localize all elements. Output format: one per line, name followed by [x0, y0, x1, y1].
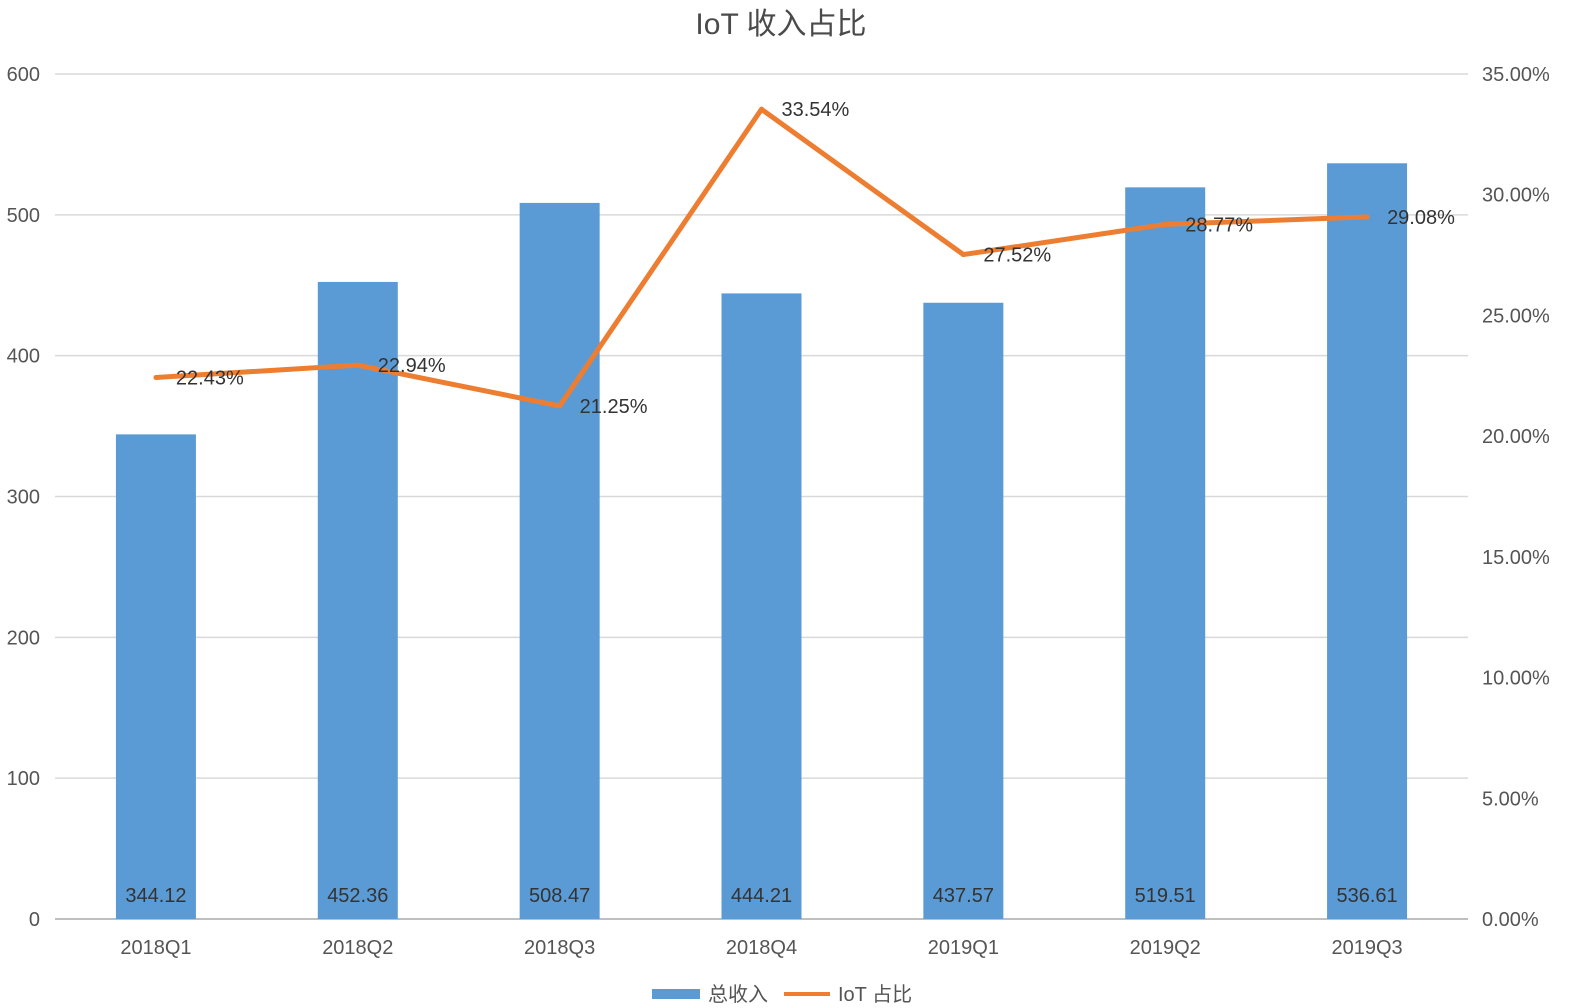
left-tick-label: 600 — [7, 64, 40, 86]
category-label: 2018Q4 — [726, 937, 797, 959]
category-label: 2018Q1 — [120, 937, 191, 959]
x-axis: 2018Q1 2018Q2 2018Q3 2018Q4 2019Q1 2019Q2 2019… — [120, 937, 1402, 959]
category-label: 2019Q3 — [1331, 937, 1402, 959]
bar-series: 344.12 452.36 508.47 444.21 437.57 519.51 536.… — [115, 163, 1408, 920]
bar-value-label: 444.21 — [731, 885, 792, 907]
left-tick-label: 500 — [7, 205, 40, 227]
legend-bar-swatch — [652, 989, 700, 999]
bar-value-label: 344.12 — [125, 885, 186, 907]
chart-title: IoT 收入占比 — [695, 8, 866, 41]
bar — [115, 434, 196, 919]
left-tick-label: 100 — [7, 768, 40, 790]
bar-value-label: 536.61 — [1336, 885, 1397, 907]
line-value-label: 21.25% — [580, 396, 648, 418]
bar-value-label: 452.36 — [327, 885, 388, 907]
bar — [1125, 187, 1206, 919]
left-y-axis: 0 100 200 300 400 500 600 — [7, 64, 40, 931]
line-point — [355, 362, 361, 368]
legend-line-label: IoT 占比 — [838, 983, 912, 1006]
left-tick-label: 200 — [7, 627, 40, 649]
right-tick-label: 35.00% — [1482, 64, 1550, 86]
bar-value-label: 437.57 — [933, 885, 994, 907]
right-tick-label: 10.00% — [1482, 668, 1550, 690]
left-tick-label: 0 — [29, 909, 40, 931]
line-value-label: 22.94% — [378, 355, 446, 377]
legend-bar-label: 总收入 — [708, 983, 768, 1006]
line-value-label: 28.77% — [1185, 214, 1253, 236]
category-label: 2019Q2 — [1130, 937, 1201, 959]
right-tick-label: 25.00% — [1482, 305, 1550, 327]
legend: 总收入 IoT 占比 — [652, 983, 912, 1006]
bar-value-label: 519.51 — [1135, 885, 1196, 907]
left-tick-label: 300 — [7, 487, 40, 509]
left-tick-label: 400 — [7, 346, 40, 368]
line-value-label: 29.08% — [1387, 207, 1455, 229]
right-tick-label: 30.00% — [1482, 185, 1550, 207]
line-point — [1364, 214, 1370, 220]
right-tick-label: 15.00% — [1482, 547, 1550, 569]
category-label: 2018Q3 — [524, 937, 595, 959]
right-tick-label: 0.00% — [1482, 909, 1539, 931]
bar-value-label: 508.47 — [529, 885, 590, 907]
line-value-label: 33.54% — [782, 99, 850, 121]
line-series: 22.43% 22.94% 21.25% 33.54% 27.52% 28.77% 29.0… — [153, 99, 1455, 418]
bar — [519, 202, 600, 919]
category-label: 2018Q2 — [322, 937, 393, 959]
right-tick-label: 5.00% — [1482, 788, 1539, 810]
category-label: 2019Q1 — [928, 937, 999, 959]
right-y-axis: 0.00% 5.00% 10.00% 15.00% 20.00% 25.00% 30.00%… — [1482, 64, 1550, 931]
right-tick-label: 20.00% — [1482, 426, 1550, 448]
bar — [721, 293, 802, 919]
line-point — [557, 403, 563, 409]
bar — [923, 302, 1004, 919]
line-point — [1162, 221, 1168, 227]
line-point — [153, 374, 159, 380]
line-point — [960, 252, 966, 258]
bar — [317, 281, 398, 919]
line-point — [759, 106, 764, 112]
bar — [1327, 163, 1408, 920]
line-value-label: 27.52% — [983, 245, 1051, 267]
line-value-label: 22.43% — [176, 367, 244, 389]
